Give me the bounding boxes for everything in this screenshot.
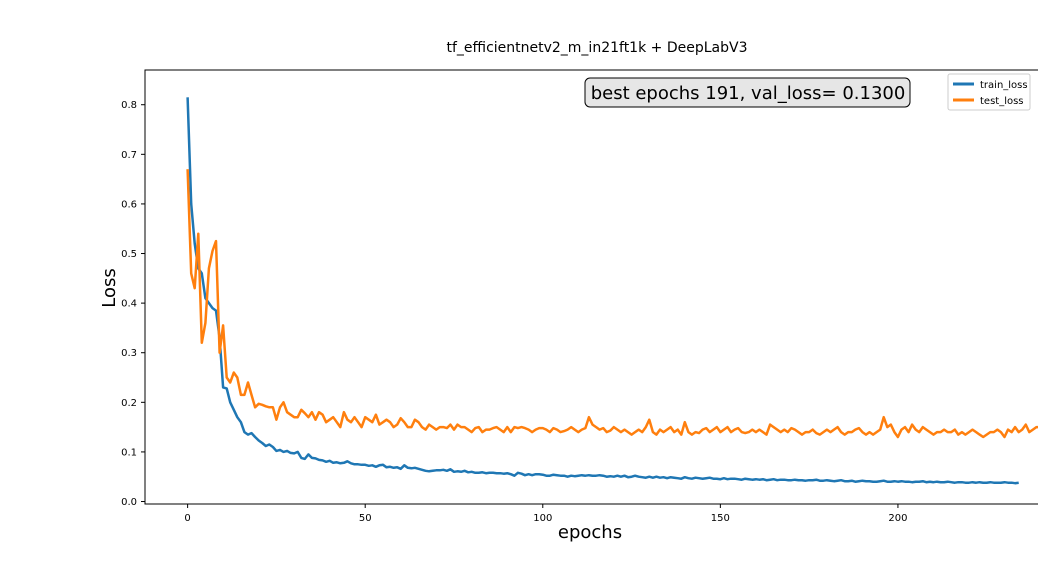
y-axis-label: Loss — [99, 268, 120, 307]
chart-title: tf_efficientnetv2_m_in21ft1k + DeepLabV3 — [447, 40, 748, 56]
legend-train-label: train_loss — [980, 80, 1028, 91]
plot-frame — [144, 69, 1038, 505]
x-tick-label: 100 — [533, 513, 552, 524]
y-tick-label: 0.1 — [121, 447, 137, 458]
train-loss-line — [186, 97, 1019, 485]
legend-test-label: test_loss — [980, 96, 1024, 107]
y-tick-label: 0.6 — [121, 199, 137, 210]
y-tick-label: 0.4 — [121, 299, 137, 310]
y-axis: 0.0 0.1 0.2 0.3 0.4 0.5 0.6 0.7 0.8 — [121, 100, 145, 508]
best-epoch-annotation: best epochs 191, val_loss= 0.1300 — [584, 77, 911, 108]
x-tick-label: 150 — [711, 513, 730, 524]
x-tick-label: 200 — [888, 513, 907, 524]
y-tick-label: 0.8 — [121, 100, 137, 111]
y-tick-label: 0.3 — [121, 348, 137, 359]
y-tick-label: 0.7 — [121, 150, 137, 161]
test-loss-line — [186, 169, 1038, 439]
y-tick-label: 0.2 — [121, 398, 137, 409]
x-tick-label: 0 — [184, 513, 190, 524]
plot-area — [186, 97, 1038, 485]
x-tick-label: 50 — [359, 513, 372, 524]
y-tick-label: 0.5 — [121, 249, 137, 260]
annotation-text: best epochs 191, val_loss= 0.1300 — [591, 83, 906, 104]
y-tick-label: 0.0 — [121, 497, 137, 508]
x-axis: 0 50 100 150 200 — [184, 504, 907, 524]
legend: train_loss test_loss — [947, 73, 1031, 111]
x-axis-label: epochs — [558, 522, 622, 543]
annotation-box — [584, 77, 911, 108]
